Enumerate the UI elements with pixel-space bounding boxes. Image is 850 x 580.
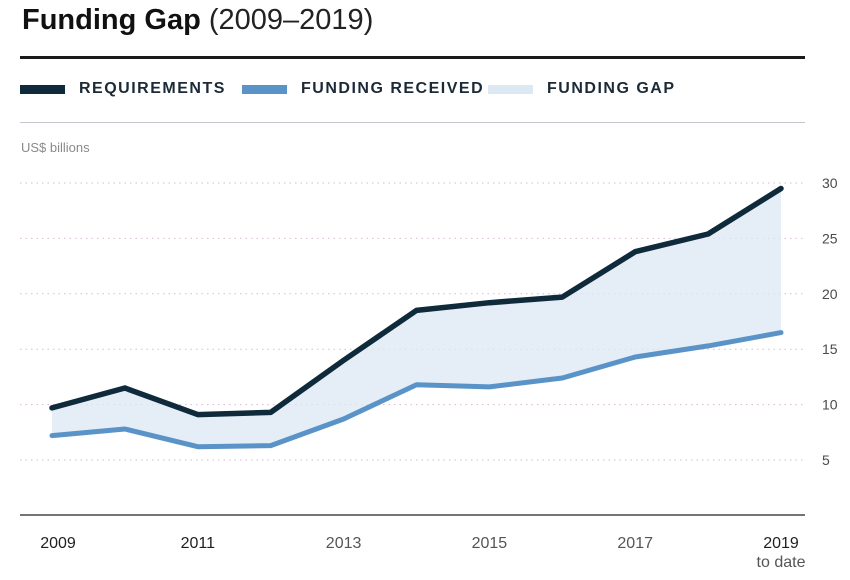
y-tick-label-5: 5 xyxy=(822,452,830,468)
legend-item-funding-received: FUNDING RECEIVED xyxy=(242,78,484,100)
x-tick-label-2019: 2019 xyxy=(763,535,799,552)
legend-label-requirements: REQUIREMENTS xyxy=(79,80,226,97)
y-tick-label-20: 20 xyxy=(822,286,838,302)
y-tick-label-30: 30 xyxy=(822,175,838,191)
y-tick-label-10: 10 xyxy=(822,397,838,413)
chart-title-years: (2009–2019) xyxy=(208,4,374,36)
y-tick-label-25: 25 xyxy=(822,230,838,246)
legend-item-requirements: REQUIREMENTS xyxy=(20,78,226,100)
y-axis-label: US$ billions xyxy=(21,140,90,155)
x-tick-label-2009: 2009 xyxy=(40,535,76,552)
series-line-requirements xyxy=(49,185,784,418)
y-tick-label-15: 15 xyxy=(822,341,838,357)
x-tick-label-2011: 2011 xyxy=(181,535,216,552)
funding-gap-area xyxy=(52,188,781,447)
legend-swatch-funding-received xyxy=(242,84,287,94)
chart-title: Funding Gap (2009–2019) xyxy=(22,4,373,37)
x-tick-label-2017: 2017 xyxy=(617,535,653,552)
legend-item-funding-gap: FUNDING GAP xyxy=(488,78,676,100)
x-tick-label-2015: 2015 xyxy=(472,535,508,552)
legend-swatch-funding-gap xyxy=(488,84,533,94)
legend-divider xyxy=(20,122,805,123)
legend-label-funding-received: FUNDING RECEIVED xyxy=(301,80,485,97)
title-divider xyxy=(20,56,805,59)
x-tick-label-2013: 2013 xyxy=(326,535,362,552)
chart-title-main: Funding Gap xyxy=(22,4,201,36)
legend-swatch-requirements xyxy=(20,84,65,94)
x-tick-sublabel-2019: to date xyxy=(757,554,806,571)
series-line-funding-received xyxy=(49,330,784,450)
legend-label-funding-gap: FUNDING GAP xyxy=(547,80,676,97)
